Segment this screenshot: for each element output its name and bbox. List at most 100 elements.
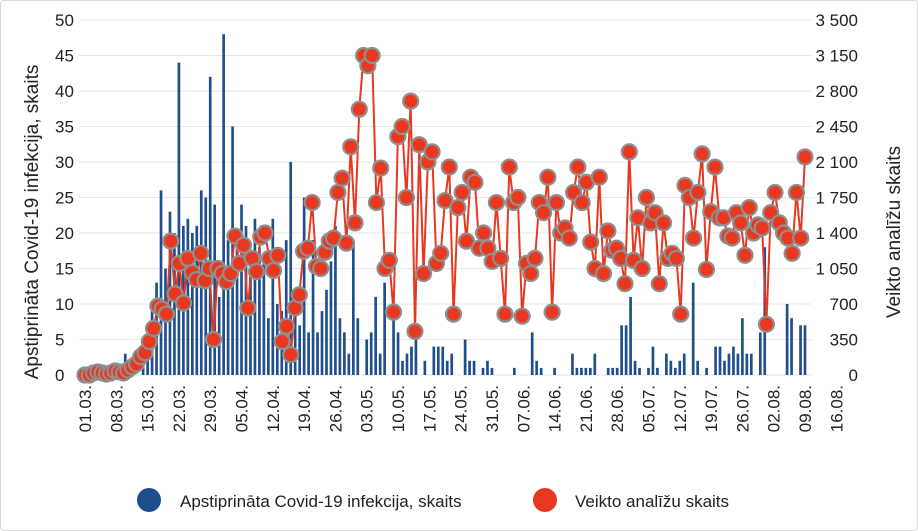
bar bbox=[606, 367, 610, 375]
bar bbox=[651, 346, 655, 375]
line-point bbox=[444, 305, 463, 323]
line-point bbox=[423, 143, 441, 161]
bar bbox=[629, 296, 632, 375]
x-tick-label: 03.05. bbox=[358, 385, 377, 432]
bar bbox=[441, 346, 445, 375]
line-point bbox=[594, 264, 613, 283]
left-tick-label: 25 bbox=[55, 189, 74, 208]
bar bbox=[803, 325, 807, 375]
bar bbox=[240, 204, 243, 375]
line-point bbox=[290, 286, 308, 304]
bar bbox=[378, 353, 382, 375]
right-tick-label: 350 bbox=[830, 331, 858, 350]
line-point bbox=[402, 92, 420, 110]
line-point bbox=[247, 262, 266, 281]
bar bbox=[611, 367, 615, 375]
bar bbox=[356, 318, 360, 375]
bar bbox=[530, 332, 534, 375]
bar bbox=[799, 325, 802, 375]
bar bbox=[302, 197, 306, 375]
bar bbox=[472, 360, 476, 375]
bar bbox=[298, 325, 301, 375]
x-axis-ticks: 01.03. 08.03. 15.03. 22.03. 29.03. 05.04. 12.0… bbox=[76, 385, 846, 432]
x-tick-label: 22.03. bbox=[170, 385, 189, 432]
line-point bbox=[534, 204, 553, 222]
line-point bbox=[474, 224, 493, 242]
line-point bbox=[269, 246, 287, 264]
line-point bbox=[590, 168, 608, 186]
line-point bbox=[282, 346, 300, 364]
x-tick-label: 24.05. bbox=[452, 385, 471, 432]
line-point bbox=[667, 249, 686, 267]
line-point bbox=[539, 168, 557, 186]
legend-item-tests[interactable]: Veikto analīžu skaits bbox=[533, 488, 729, 512]
bar bbox=[414, 325, 418, 375]
bar bbox=[347, 353, 351, 375]
bar bbox=[392, 318, 395, 375]
x-tick-label: 12.07. bbox=[671, 385, 690, 432]
x-tick-label: 10.05. bbox=[389, 385, 408, 432]
legend-label-tests: Veikto analīžu skaits bbox=[575, 492, 729, 511]
bar bbox=[553, 367, 556, 375]
line-point bbox=[457, 232, 476, 250]
bar bbox=[584, 367, 588, 375]
bar bbox=[258, 247, 261, 375]
x-tick-label: 31.05. bbox=[483, 385, 502, 432]
line-point bbox=[342, 138, 360, 156]
bar bbox=[593, 353, 597, 375]
bar bbox=[790, 318, 793, 375]
x-tick-label: 29.03. bbox=[201, 385, 220, 432]
line-point bbox=[162, 232, 180, 250]
bar bbox=[410, 346, 413, 375]
line-point bbox=[487, 193, 506, 212]
bar bbox=[226, 240, 230, 375]
line-point bbox=[372, 159, 390, 177]
bar bbox=[351, 240, 355, 375]
bar bbox=[307, 332, 310, 375]
right-axis-title: Veikto analīžu skaits bbox=[884, 146, 905, 318]
line-point bbox=[440, 158, 458, 176]
bar bbox=[745, 353, 749, 375]
line-point bbox=[522, 264, 540, 283]
bar bbox=[343, 332, 346, 375]
line-point bbox=[367, 193, 386, 212]
bar bbox=[785, 304, 789, 375]
bar bbox=[401, 360, 404, 375]
bar bbox=[374, 296, 378, 375]
line-point bbox=[406, 322, 424, 340]
bar bbox=[213, 204, 217, 375]
line-point bbox=[380, 251, 398, 269]
line-point bbox=[547, 193, 566, 212]
left-axis-ticks: 0 5 10 15 20 25 30 35 40 45 50 bbox=[55, 11, 74, 385]
x-tick-label: 09.08. bbox=[796, 385, 815, 432]
left-tick-label: 30 bbox=[55, 153, 74, 172]
bar bbox=[405, 353, 409, 375]
bar bbox=[159, 190, 163, 375]
bar bbox=[235, 233, 239, 375]
bar bbox=[691, 282, 695, 375]
x-tick-label: 26.04. bbox=[326, 385, 345, 432]
bar bbox=[620, 325, 623, 375]
bar bbox=[669, 360, 673, 375]
left-tick-label: 35 bbox=[55, 118, 74, 137]
bar bbox=[580, 367, 583, 375]
bar bbox=[638, 367, 641, 375]
line-point bbox=[509, 188, 527, 207]
line-point bbox=[569, 158, 587, 176]
line-point bbox=[650, 275, 668, 293]
line-point bbox=[192, 244, 210, 262]
bar bbox=[396, 332, 400, 375]
x-tick-label: 02.08. bbox=[765, 385, 784, 432]
bar bbox=[696, 360, 700, 375]
x-tick-label: 14.06. bbox=[546, 385, 565, 432]
legend-label-confirmed-cases: Apstiprināta Covid-19 infekcija, skaits bbox=[180, 492, 462, 511]
bar bbox=[338, 318, 342, 375]
x-tick-label: 05.07. bbox=[639, 385, 658, 432]
bar bbox=[383, 282, 386, 375]
legend-item-confirmed-cases[interactable]: Apstiprināta Covid-19 infekcija, skaits bbox=[137, 488, 462, 512]
line-point bbox=[736, 246, 754, 264]
line-point bbox=[414, 264, 433, 283]
line-point bbox=[410, 136, 428, 154]
line-point bbox=[436, 191, 454, 210]
